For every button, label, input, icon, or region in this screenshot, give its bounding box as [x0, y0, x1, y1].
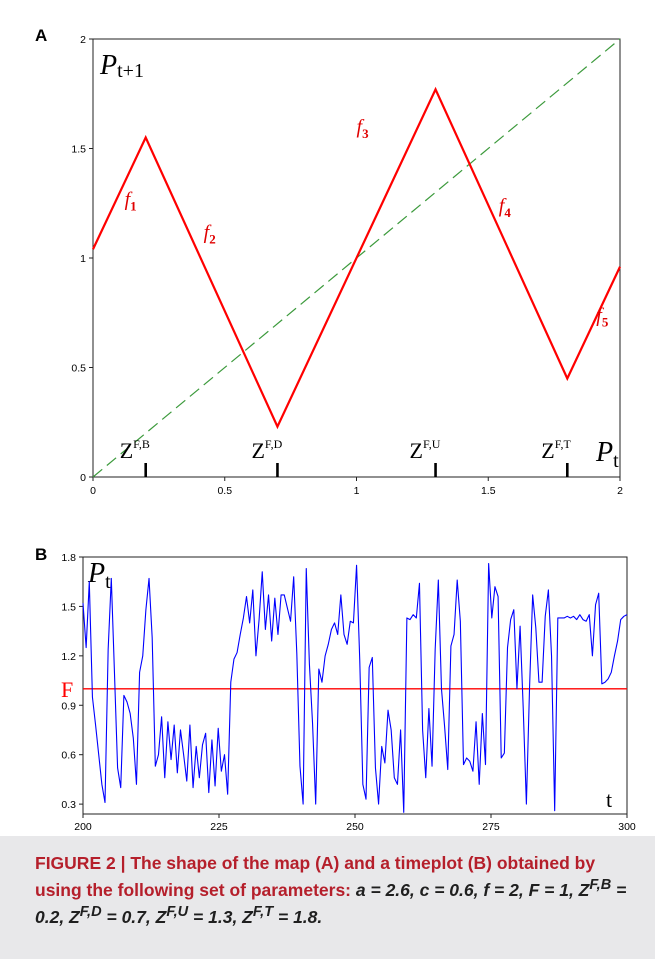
caption-v2: = 0.7, Z [101, 906, 167, 927]
panel-b-x-tick-label: 225 [210, 821, 228, 833]
panel-b-y-tick-label: 1.5 [61, 601, 76, 613]
panel-a-label: A [35, 26, 47, 45]
panel-a-x-ticks: 0 0.5 1 1.5 2 [90, 477, 623, 497]
caption-v3: = 1.3, Z [188, 906, 253, 927]
panel-a-x-tick-label: 1 [354, 485, 360, 497]
piece-label: f1 [125, 188, 137, 213]
z-label: ZF,T [541, 437, 571, 463]
z-label-main: Z [251, 438, 264, 463]
z-label: ZF,B [120, 437, 150, 463]
piece-label-letter: f [357, 116, 365, 138]
caption-params: a = 2.6, c = 0.6, f = 2, F = 1, Z [355, 879, 590, 900]
caption-sup-d: F,D [79, 903, 102, 920]
panel-a-x-axis-label-sub: t [613, 450, 619, 472]
z-label-main: Z [120, 438, 133, 463]
panel-a-y-tick-label: 1.5 [71, 144, 86, 156]
f-reference-label: F [61, 677, 73, 702]
panel-b-x-ticks: 200 225 250 275 300 [74, 814, 636, 833]
panel-a-x-tick-label: 2 [617, 485, 623, 497]
piece-label-index: 2 [209, 231, 216, 246]
piece-label-letter: f [596, 305, 604, 327]
z-label-sup: F,U [423, 437, 441, 451]
panel-a-y-tick-label: 0.5 [71, 363, 86, 375]
panel-b-y-tick-label: 0.6 [61, 750, 76, 762]
panel-b-x-tick-label: 200 [74, 821, 92, 833]
piece-label: f5 [596, 305, 609, 330]
z-label-sup: F,T [555, 437, 572, 451]
panel-a-x-tick-label: 0 [90, 485, 96, 497]
panel-b-y-tick-label: 1.8 [61, 552, 76, 564]
panel-b-x-axis-label: t [606, 787, 612, 812]
caption-title: FIGURE 2 | The shape of the map (A) and … [35, 853, 596, 900]
z-label-sup: F,D [265, 437, 283, 451]
caption-sup-t: F,T [252, 903, 274, 920]
panel-b-y-ticks: 0.3 0.6 0.9 1.2 1.5 1.8 [61, 552, 83, 811]
panel-a-x-axis-label-main: P [595, 437, 613, 468]
panel-b-x-tick-label: 275 [482, 821, 500, 833]
timeplot-series [82, 563, 628, 813]
z-label-main: Z [541, 438, 554, 463]
piece-label: f2 [204, 221, 216, 246]
panel-b-chart: B 0.30.60.91.21.51.8 200 225 250 275 300 Pt … [35, 545, 636, 833]
panel-b-y-axis-label-sub: t [105, 571, 111, 593]
panel-b-y-tick-label: 0.3 [61, 799, 76, 811]
caption-v1: = 0.2, Z [35, 879, 627, 927]
figure-caption: FIGURE 2 | The shape of the map (A) and … [35, 852, 635, 928]
z-labels: ZF,B ZF,D ZF,U ZF,T [120, 437, 572, 463]
caption-v4: = 1.8. [273, 906, 323, 927]
piece-label-index: 5 [602, 315, 609, 330]
z-label-main: Z [410, 438, 423, 463]
panel-b-y-tick-label: 1.2 [61, 651, 76, 663]
piece-label-letter: f [125, 188, 133, 210]
caption-sup-u: F,U [166, 903, 189, 920]
z-label: ZF,U [410, 437, 441, 463]
map-line [92, 86, 621, 430]
panel-a-y-axis-label-sub: t+1 [117, 60, 144, 82]
piece-label-index: 3 [362, 126, 369, 141]
piece-label-letter: f [204, 221, 212, 243]
z-label-sup: F,B [133, 437, 150, 451]
piece-label-letter: f [499, 195, 507, 217]
panel-b-y-axis-label-main: P [87, 558, 105, 589]
z-label: ZF,D [251, 437, 282, 463]
piece-label: f4 [499, 195, 512, 220]
panel-a-x-tick-label: 0.5 [217, 485, 232, 497]
panel-a-y-tick-label: 0 [80, 472, 86, 484]
panel-b-y-tick-label: 0.9 [61, 700, 76, 712]
panel-a-x-axis-label: Pt [595, 437, 619, 472]
panel-a-x-tick-label: 1.5 [481, 485, 496, 497]
panel-a-y-tick-label: 1 [80, 253, 86, 265]
panel-a-y-ticks: 0 0.5 1 1.5 2 [71, 34, 93, 484]
panel-a-chart: A 00.511.52 0 0.5 1 1.5 2 Pt+1 Pt ZF,B ZF,D ZF… [35, 26, 623, 497]
panel-b-y-axis-label: Pt [87, 558, 111, 593]
piece-label-index: 4 [504, 205, 511, 220]
caption-box [0, 836, 655, 959]
piece-label: f3 [357, 116, 370, 141]
caption-sup-b: F,B [589, 877, 612, 893]
panel-a-y-axis-label: Pt+1 [99, 50, 144, 82]
panel-a-y-tick-label: 2 [80, 34, 86, 46]
panel-b-x-tick-label: 300 [618, 821, 636, 833]
panel-a-y-axis-label-main: P [99, 50, 117, 81]
panel-b-label: B [35, 545, 47, 564]
panel-b-x-tick-label: 250 [346, 821, 364, 833]
piece-label-index: 1 [130, 198, 137, 213]
z-markers [144, 463, 569, 477]
caption-parameters: a = 2.6, c = 0.6, f = 2, F = 1, ZF,B = 0… [35, 877, 627, 927]
